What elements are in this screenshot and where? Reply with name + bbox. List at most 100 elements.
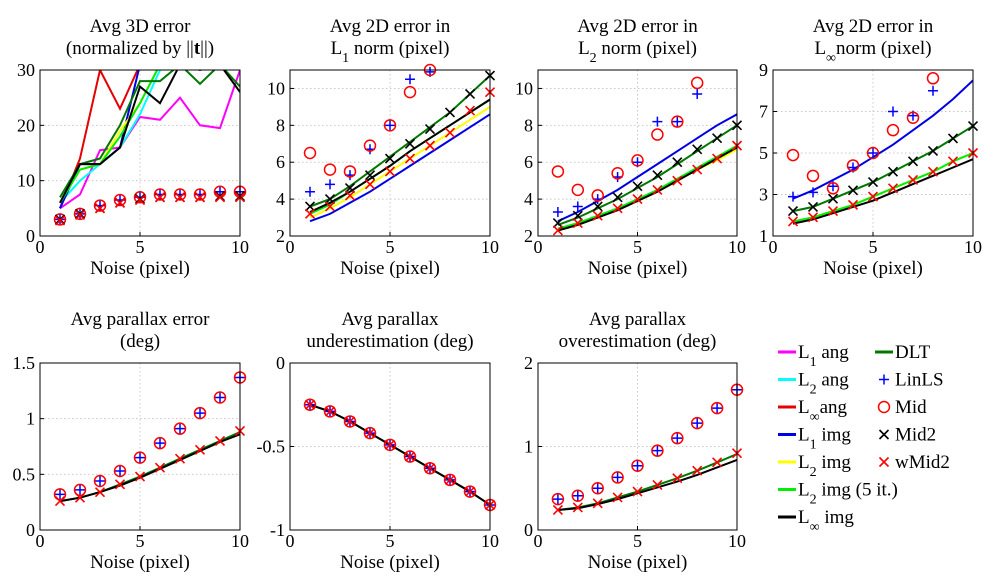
- y-tick-label: 9: [759, 60, 768, 80]
- marker-mid: [93, 199, 107, 212]
- chart-title-line-1: Avg 2D error in: [577, 16, 698, 37]
- series-lines: [557, 453, 737, 511]
- marker-mid: [153, 436, 167, 450]
- marker-mid: [846, 159, 860, 172]
- marker-linls: [592, 483, 603, 494]
- marker-wmid2: [304, 399, 316, 410]
- x-tick-label: 0: [286, 531, 295, 551]
- series-lines: [59, 70, 240, 210]
- marker-mid: [551, 492, 565, 506]
- marker-mid: [153, 188, 167, 201]
- y-tick-label: 1.5: [13, 353, 36, 373]
- subplot-6: 0 5 10 -1 -0.5 0 Noise (pixel) Avg parallaxunde…: [257, 309, 500, 573]
- legend-item-mid: Mid: [877, 397, 927, 418]
- marker-linls: [692, 418, 703, 429]
- y-tick-label: 3: [759, 185, 768, 205]
- chart-title-line-1: Avg parallax error: [71, 309, 211, 330]
- marker-wmid2: [154, 192, 166, 203]
- series-line-dlt: [557, 124, 737, 226]
- x-axis-label: Noise (pixel): [90, 258, 190, 279]
- marker-wmid2: [787, 216, 799, 227]
- marker-mid: [213, 391, 227, 404]
- legend-swatch: [878, 429, 890, 440]
- marker-mid: [173, 422, 187, 435]
- marker-wmid2: [464, 105, 476, 116]
- marker-mid2: [947, 133, 959, 144]
- marker-linls: [75, 484, 85, 495]
- legend-label: L2 img: [798, 452, 851, 480]
- marker-linls: [672, 433, 683, 444]
- legend-item-linfimg: L∞ img: [778, 507, 854, 535]
- marker-wmid2: [74, 492, 86, 503]
- marker-wmid2: [404, 451, 416, 462]
- marker-wmid2: [384, 439, 396, 450]
- y-tick-label: 2: [524, 353, 533, 373]
- series-line-dlt: [792, 125, 973, 213]
- legend-label: L∞ang: [798, 397, 848, 425]
- marker-wmid2: [652, 479, 663, 490]
- marker-mid: [571, 183, 585, 197]
- chart-title-line-2: L1 norm (pixel): [331, 38, 450, 66]
- marker-mid2: [404, 138, 416, 149]
- marker-mid2: [927, 145, 939, 156]
- y-tick-label: 7: [759, 102, 768, 122]
- chart-title-line-2: (deg): [120, 331, 160, 352]
- y-tick-label: 0: [26, 226, 35, 246]
- marker-wmid2: [807, 212, 819, 223]
- marker-linls: [652, 445, 663, 456]
- chart-title-line-1: Avg 3D error: [90, 16, 192, 37]
- series-line-l2img5: [557, 144, 737, 230]
- marker-mid: [323, 163, 337, 176]
- marker-wmid2: [94, 203, 106, 214]
- marker-linls: [405, 74, 415, 85]
- chart-title-line-1: Avg 2D error in: [330, 16, 451, 37]
- marker-linls: [95, 476, 105, 487]
- marker-mid2: [867, 176, 879, 188]
- marker-linls: [788, 191, 798, 202]
- legend: L1 ang DLT L2 ang LinLS L∞ang Mid L1 img Mid2 L2…: [778, 342, 950, 535]
- marker-mid: [651, 128, 664, 141]
- series-line-l2ang: [59, 70, 164, 204]
- y-tick-label: 0: [26, 520, 35, 540]
- x-tick-label: 5: [386, 531, 395, 551]
- legend-item-wmid2: wMid2: [878, 452, 950, 473]
- marker-wmid2: [384, 166, 396, 177]
- legend-label: Mid2: [895, 425, 936, 446]
- marker-wmid2: [364, 428, 376, 439]
- chart-title-line-1: Avg parallax: [589, 309, 687, 330]
- marker-mid: [651, 444, 664, 457]
- series-line-dlt: [59, 70, 240, 198]
- legend-label: wMid2: [895, 452, 950, 473]
- marker-mid: [403, 450, 417, 463]
- y-tick-label: -0.5: [257, 437, 286, 457]
- marker-mid2: [364, 170, 376, 181]
- marker-mid: [906, 111, 920, 124]
- marker-wmid2: [444, 474, 456, 485]
- marker-wmid2: [867, 191, 879, 202]
- marker-wmid2: [672, 175, 683, 186]
- marker-wmid2: [632, 486, 643, 497]
- marker-mid: [926, 72, 940, 85]
- marker-wmid2: [632, 194, 643, 205]
- series-line-l1img: [59, 70, 140, 209]
- marker-wmid2: [444, 127, 456, 138]
- x-tick-label: 5: [136, 531, 145, 551]
- marker-mid2: [827, 193, 839, 204]
- legend-label: LinLS: [895, 370, 944, 391]
- y-tick-label: 0: [524, 520, 533, 540]
- y-tick-label: 10: [267, 78, 285, 98]
- x-tick-label: 0: [36, 531, 45, 551]
- marker-mid: [423, 461, 437, 475]
- marker-linls: [115, 465, 125, 476]
- marker-mid: [443, 473, 457, 487]
- marker-wmid2: [927, 166, 939, 177]
- marker-mid2: [692, 144, 703, 155]
- marker-wmid2: [94, 487, 106, 498]
- legend-label: L2 img (5 it.): [798, 480, 898, 508]
- chart-title-line-2: underestimation (deg): [306, 331, 473, 352]
- chart-title-line-2: L2 norm (pixel): [578, 38, 697, 66]
- marker-linls: [155, 438, 165, 449]
- marker-mid2: [632, 181, 643, 192]
- legend-item-linfang: L∞ang: [778, 397, 848, 425]
